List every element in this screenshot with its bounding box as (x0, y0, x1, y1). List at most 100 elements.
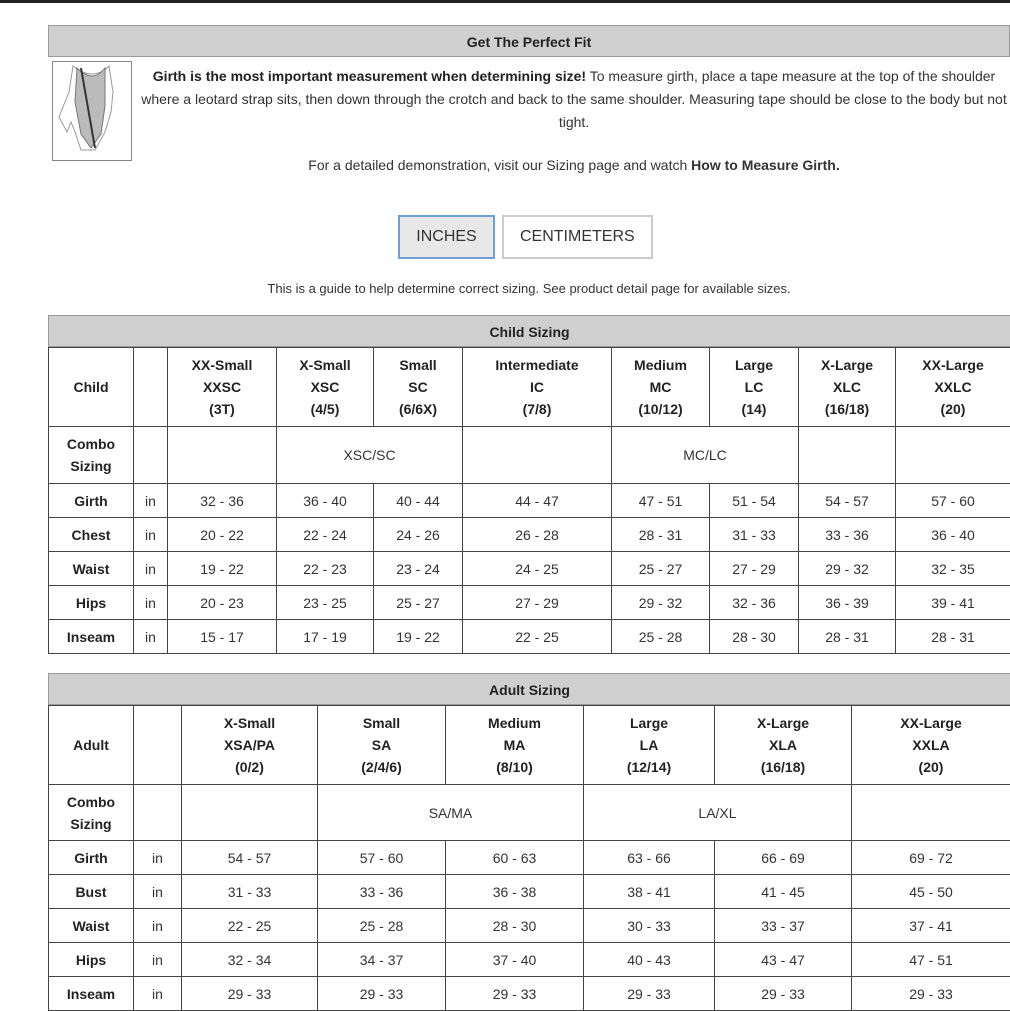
measurement-value: 15 - 17 (168, 620, 277, 654)
measurement-value: 29 - 33 (584, 977, 715, 1011)
measurement-value: 37 - 41 (852, 909, 1010, 943)
combo-label-line: Combo (49, 791, 133, 813)
measurement-label: Hips (49, 586, 134, 620)
measurement-value: 57 - 60 (318, 841, 446, 875)
measurement-value: 20 - 23 (168, 586, 277, 620)
measurement-value: 17 - 19 (277, 620, 374, 654)
combo-cell (182, 785, 318, 841)
size-header-line: MA (446, 734, 583, 756)
combo-cell: SA/MA (318, 785, 584, 841)
combo-label-line: Sizing (49, 813, 133, 835)
measurement-value: 19 - 22 (374, 620, 463, 654)
size-header-line: X-Small (277, 354, 373, 376)
inches-button[interactable]: INCHES (398, 215, 495, 259)
unit-cell: in (134, 943, 182, 977)
measurement-value: 25 - 28 (318, 909, 446, 943)
combo-label-line: Sizing (49, 455, 133, 477)
measurement-value: 25 - 27 (612, 552, 710, 586)
size-header-line: LC (710, 376, 798, 398)
corner-label: Adult (49, 706, 134, 785)
size-header-line: XXLA (852, 734, 1010, 756)
demo-prefix: For a detailed demonstration, visit our … (308, 157, 691, 173)
how-to-measure-link[interactable]: How to Measure Girth. (691, 157, 840, 173)
centimeters-button[interactable]: CENTIMETERS (502, 215, 653, 259)
size-header-line: (20) (896, 398, 1010, 420)
measurement-value: 38 - 41 (584, 875, 715, 909)
measurement-value: 30 - 33 (584, 909, 715, 943)
size-header-line: (20) (852, 756, 1010, 778)
measurement-label: Waist (49, 552, 134, 586)
unit-toggle: INCHES CENTIMETERS (398, 215, 653, 259)
demo-text: For a detailed demonstration, visit our … (138, 157, 1010, 173)
corner-label: Child (49, 348, 134, 427)
measurement-value: 27 - 29 (463, 586, 612, 620)
measurement-value: 36 - 40 (277, 484, 374, 518)
size-header-line: (10/12) (612, 398, 709, 420)
measurement-value: 29 - 32 (799, 552, 896, 586)
measurement-value: 25 - 27 (374, 586, 463, 620)
unit-header (134, 706, 182, 785)
measurement-label: Bust (49, 875, 134, 909)
measurement-value: 40 - 43 (584, 943, 715, 977)
fit-section: Girth is the most important measurement … (48, 57, 1010, 187)
measurement-value: 25 - 28 (612, 620, 710, 654)
leotard-girth-diagram-icon (52, 61, 132, 161)
size-header-line: SC (374, 376, 462, 398)
size-header-line: Large (710, 354, 798, 376)
measurement-value: 47 - 51 (852, 943, 1010, 977)
size-header-line: X-Large (715, 712, 851, 734)
unit-cell: in (134, 552, 168, 586)
unit-cell: in (134, 841, 182, 875)
size-header-line: XXSC (168, 376, 276, 398)
size-header-line: IC (463, 376, 611, 398)
unit-cell: in (134, 484, 168, 518)
measurement-value: 31 - 33 (182, 875, 318, 909)
measurement-value: 54 - 57 (182, 841, 318, 875)
combo-cell: MC/LC (612, 427, 799, 484)
measurement-value: 36 - 40 (896, 518, 1010, 552)
measurement-label: Inseam (49, 620, 134, 654)
size-header-line: (3T) (168, 398, 276, 420)
measurement-value: 19 - 22 (168, 552, 277, 586)
size-header-line: Small (318, 712, 445, 734)
combo-cell (168, 427, 277, 484)
size-header-line: (6/6X) (374, 398, 462, 420)
measurement-value: 32 - 36 (168, 484, 277, 518)
measurement-label: Inseam (49, 977, 134, 1011)
measurement-value: 22 - 24 (277, 518, 374, 552)
size-guide: Get The Perfect Fit Girth is the most im… (48, 25, 1010, 187)
size-header-line: XX-Small (168, 354, 276, 376)
size-header-line: (16/18) (799, 398, 895, 420)
size-header-line: X-Small (182, 712, 317, 734)
measurement-value: 60 - 63 (446, 841, 584, 875)
measurement-value: 40 - 44 (374, 484, 463, 518)
size-header-line: XX-Large (896, 354, 1010, 376)
combo-cell (896, 427, 1010, 484)
size-header-line: MC (612, 376, 709, 398)
measurement-label: Chest (49, 518, 134, 552)
measurement-value: 69 - 72 (852, 841, 1010, 875)
measurement-value: 28 - 30 (710, 620, 799, 654)
measurement-value: 20 - 22 (168, 518, 277, 552)
measurement-value: 33 - 37 (715, 909, 852, 943)
combo-cell (799, 427, 896, 484)
measurement-value: 29 - 33 (446, 977, 584, 1011)
size-header-line: XXLC (896, 376, 1010, 398)
